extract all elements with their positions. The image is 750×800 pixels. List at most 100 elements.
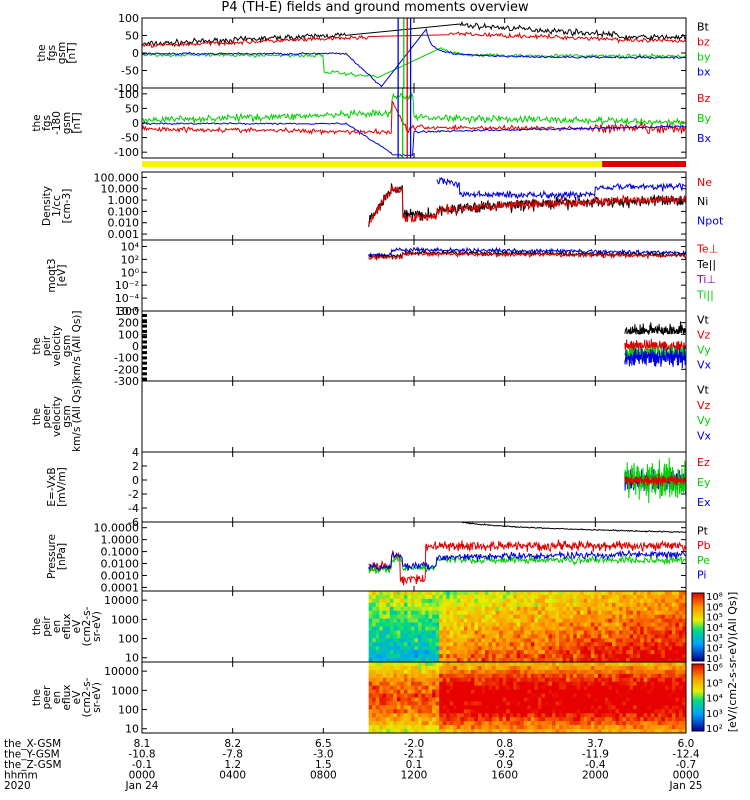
heatmap-cell xyxy=(428,614,433,620)
heatmap-cell xyxy=(428,717,433,722)
xaxis-value: 1600 xyxy=(491,770,518,782)
heatmap-cell xyxy=(495,713,500,718)
heatmap-cell xyxy=(485,697,490,702)
heatmap-cell xyxy=(530,725,535,730)
heatmap-cell xyxy=(671,705,676,710)
heatmap-cell xyxy=(548,614,553,620)
heatmap-cell xyxy=(580,689,585,695)
heatmap-cell xyxy=(640,654,645,659)
heatmap-cell xyxy=(474,685,479,691)
heatmap-cell xyxy=(594,591,599,596)
heatmap-cell xyxy=(439,729,444,733)
heatmap-cell xyxy=(439,650,444,655)
heatmap-cell xyxy=(569,658,574,662)
heatmap-cell xyxy=(439,591,444,596)
heatmap-cell xyxy=(661,689,666,695)
heatmap-cell xyxy=(552,689,557,695)
heatmap-cell xyxy=(477,602,482,608)
heatmap-cell xyxy=(633,598,638,604)
heatmap-cell xyxy=(530,654,535,659)
heatmap-cell xyxy=(520,669,525,675)
heatmap-cell xyxy=(477,729,482,733)
heatmap-cell xyxy=(442,701,447,706)
heatmap-cell xyxy=(661,697,666,702)
heatmap-cell xyxy=(506,598,511,604)
heatmap-cell xyxy=(368,658,373,662)
heatmap-cell xyxy=(393,713,398,718)
heatmap-cell xyxy=(594,630,599,635)
heatmap-cell xyxy=(559,602,564,608)
heatmap-cell xyxy=(446,693,451,698)
heatmap-cell xyxy=(449,594,454,600)
heatmap-cell xyxy=(418,693,423,698)
heatmap-cell xyxy=(527,610,532,616)
heatmap-cell xyxy=(389,642,394,647)
heatmap-cell xyxy=(534,650,539,655)
heatmap-cell xyxy=(492,681,497,687)
heatmap-cell xyxy=(396,721,401,726)
series-by xyxy=(142,47,686,79)
heatmap-cell xyxy=(537,591,542,596)
heatmap-cell xyxy=(368,618,373,624)
heatmap-cell xyxy=(555,658,560,662)
heatmap-cell xyxy=(460,622,465,627)
heatmap-cell xyxy=(629,626,634,631)
heatmap-cell xyxy=(435,705,440,710)
heatmap-cell xyxy=(502,594,507,600)
heatmap-cell xyxy=(569,634,574,639)
heatmap-cell xyxy=(382,725,387,730)
heatmap-cell xyxy=(467,713,472,718)
heatmap-cell xyxy=(368,673,373,679)
heatmap-cell xyxy=(580,642,585,647)
heatmap-cell xyxy=(629,610,634,616)
heatmap-cell xyxy=(619,614,624,620)
heatmap-cell xyxy=(382,602,387,608)
heatmap-cell xyxy=(368,626,373,631)
heatmap-cell xyxy=(657,669,662,675)
heatmap-cell xyxy=(559,598,564,604)
heatmap-cell xyxy=(566,685,571,691)
heatmap-cell xyxy=(456,606,461,612)
heatmap-cell xyxy=(633,618,638,624)
heatmap-cell xyxy=(643,618,648,624)
heatmap-cell xyxy=(506,709,511,714)
heatmap-cell xyxy=(463,662,468,667)
heatmap-cell xyxy=(523,610,528,616)
heatmap-cell xyxy=(537,665,542,671)
heatmap-cell xyxy=(583,673,588,679)
heatmap-cell xyxy=(541,701,546,706)
ytick-label: 50 xyxy=(125,30,139,43)
heatmap-cell xyxy=(428,638,433,643)
heatmap-cell xyxy=(611,669,616,675)
heatmap-cell xyxy=(502,725,507,730)
heatmap-cell xyxy=(421,669,426,675)
heatmap-cell xyxy=(460,598,465,604)
heatmap-cell xyxy=(502,658,507,662)
heatmap-cell xyxy=(389,598,394,604)
heatmap-cell xyxy=(446,669,451,675)
heatmap-cell xyxy=(421,725,426,730)
heatmap-cell xyxy=(492,634,497,639)
heatmap-cell xyxy=(555,594,560,600)
heatmap-cell xyxy=(668,693,673,698)
heatmap-cell xyxy=(382,594,387,600)
heatmap-cell xyxy=(425,606,430,612)
heatmap-cell xyxy=(396,713,401,718)
heatmap-cell xyxy=(442,693,447,698)
heatmap-cell xyxy=(657,594,662,600)
heatmap-cell xyxy=(650,591,655,596)
heatmap-cell xyxy=(580,709,585,714)
heatmap-cell xyxy=(583,591,588,596)
heatmap-cell xyxy=(650,610,655,616)
heatmap-cell xyxy=(435,610,440,616)
heatmap-cell xyxy=(594,685,599,691)
heatmap-cell xyxy=(640,662,645,667)
heatmap-cell xyxy=(636,634,641,639)
heatmap-cell xyxy=(678,713,683,718)
heatmap-cell xyxy=(675,681,680,687)
heatmap-cell xyxy=(611,717,616,722)
heatmap-cell xyxy=(425,591,430,596)
heatmap-cell xyxy=(562,725,567,730)
heatmap-cell xyxy=(485,650,490,655)
heatmap-cell xyxy=(400,591,405,596)
